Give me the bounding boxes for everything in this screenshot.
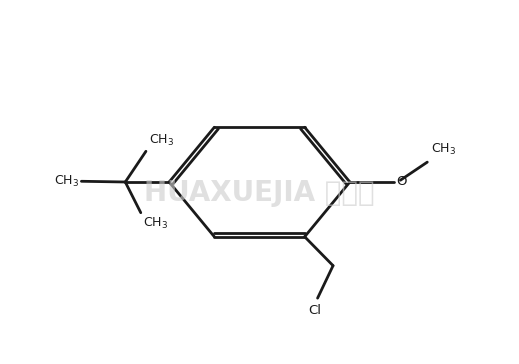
Text: CH$_3$: CH$_3$ [148, 132, 174, 148]
Text: CH$_3$: CH$_3$ [53, 174, 79, 189]
Text: CH$_3$: CH$_3$ [143, 216, 169, 232]
Text: HUAXUEJIA 化学加: HUAXUEJIA 化学加 [144, 179, 375, 207]
Text: O: O [396, 175, 406, 188]
Text: CH$_3$: CH$_3$ [431, 142, 457, 158]
Text: Cl: Cl [308, 304, 321, 317]
